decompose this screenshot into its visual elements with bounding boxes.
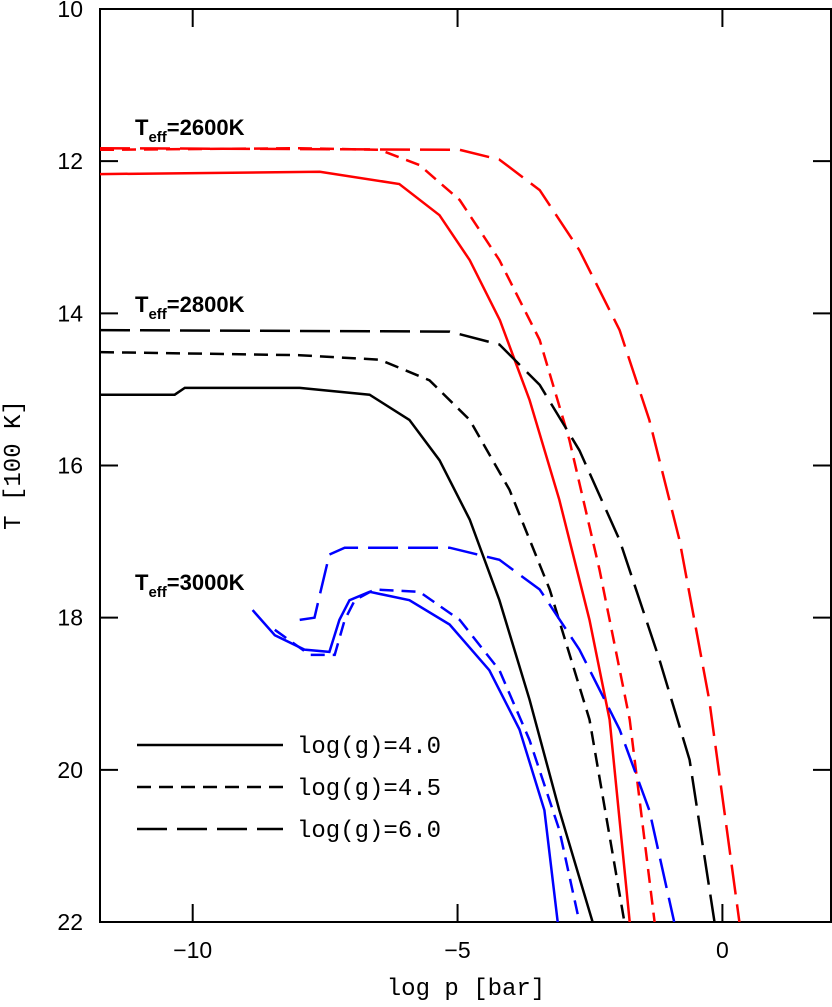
annotation-subscript: eff: [148, 129, 167, 146]
annotation-text: =2800K: [167, 292, 245, 317]
annotation: Teff=2600K: [135, 115, 245, 146]
y-tick-label: 22: [57, 909, 83, 935]
line-series: [274, 588, 581, 922]
y-tick-label: 18: [57, 605, 83, 631]
annotation-text: =3000K: [167, 570, 245, 595]
line-series: [100, 146, 656, 922]
x-tick-label: −5: [444, 937, 470, 963]
y-tick-label: 12: [57, 148, 83, 174]
x-axis-label: log p [bar]: [387, 976, 545, 1003]
y-tick-label: 10: [57, 0, 83, 22]
annotation-text: T: [135, 292, 149, 317]
annotation-subscript: eff: [148, 584, 167, 601]
annotation: Teff=3000K: [135, 570, 245, 601]
line-series: [100, 350, 626, 922]
y-axis-label: T [100 K]: [1, 400, 28, 530]
annotation-text: =2600K: [167, 115, 245, 140]
y-tick-label: 16: [57, 453, 83, 479]
annotation-text: T: [135, 570, 149, 595]
x-tick-label: 0: [716, 937, 729, 963]
y-tick-label: 14: [57, 300, 83, 326]
legend-label: log(g)=4.0: [297, 734, 441, 761]
line-series: [100, 170, 631, 922]
line-series: [100, 386, 594, 922]
y-tick-label: 20: [57, 757, 83, 783]
annotation: Teff=2800K: [135, 292, 245, 323]
annotation-text: T: [135, 115, 149, 140]
annotation-subscript: eff: [148, 306, 167, 323]
legend-label: log(g)=6.0: [297, 818, 441, 845]
x-tick-label: −10: [173, 937, 212, 963]
line-series: [299, 546, 676, 922]
line-series: [100, 328, 716, 922]
line-series: [100, 146, 741, 922]
legend-label: log(g)=4.5: [297, 776, 441, 803]
plot-frame: [99, 8, 832, 923]
